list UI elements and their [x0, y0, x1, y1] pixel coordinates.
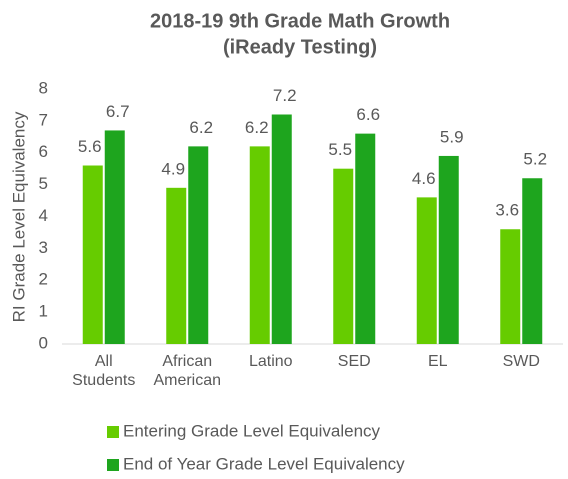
- bar: [104, 130, 125, 344]
- legend-label: End of Year Grade Level Equivalency: [123, 454, 405, 473]
- x-tick-label: EL: [427, 353, 448, 370]
- y-tick-label: 2: [39, 270, 48, 289]
- y-tick-label: 3: [39, 238, 48, 257]
- data-label: 6.7: [106, 102, 130, 121]
- data-label: 6.2: [189, 118, 213, 137]
- y-tick-label: 4: [39, 206, 48, 225]
- bar: [188, 146, 209, 344]
- x-tick-label: SWD: [502, 353, 540, 370]
- bar: [249, 146, 270, 344]
- data-label: 5.6: [78, 137, 102, 156]
- bar: [438, 155, 459, 344]
- y-tick-label: 5: [39, 174, 48, 193]
- data-label: 3.6: [495, 201, 519, 220]
- bar: [500, 229, 521, 344]
- y-tick-label: 8: [39, 78, 48, 97]
- data-label: 6.2: [245, 118, 269, 137]
- x-tick-label: SED: [337, 353, 371, 370]
- x-tick-label: Latino: [248, 353, 293, 370]
- y-tick-label: 0: [39, 333, 48, 352]
- data-label: 5.5: [328, 140, 352, 159]
- data-label: 4.6: [412, 169, 436, 188]
- legend-swatch: [107, 459, 119, 471]
- y-axis-label: RI Grade Level Equivalency: [9, 111, 28, 322]
- y-tick-label: 7: [39, 110, 48, 129]
- bar: [522, 178, 543, 344]
- x-tick-label: African American: [153, 353, 222, 389]
- bar: [355, 133, 376, 344]
- data-label: 7.2: [273, 86, 297, 105]
- chart-title: (iReady Testing): [223, 36, 377, 58]
- x-tick-label: All Students: [72, 353, 136, 389]
- bar: [271, 114, 292, 344]
- y-tick-label: 1: [39, 302, 48, 321]
- bar: [416, 197, 437, 344]
- bar: [82, 165, 103, 344]
- data-label: 6.6: [356, 105, 380, 124]
- bar: [166, 187, 187, 344]
- chart-title: 2018-19 9th Grade Math Growth: [150, 10, 450, 32]
- legend-label: Entering Grade Level Equivalency: [123, 421, 381, 440]
- legend-swatch: [107, 426, 119, 438]
- data-label: 4.9: [161, 159, 185, 178]
- bar: [333, 168, 354, 344]
- y-tick-label: 6: [39, 142, 48, 161]
- data-label: 5.2: [523, 150, 547, 169]
- data-label: 5.9: [440, 127, 464, 146]
